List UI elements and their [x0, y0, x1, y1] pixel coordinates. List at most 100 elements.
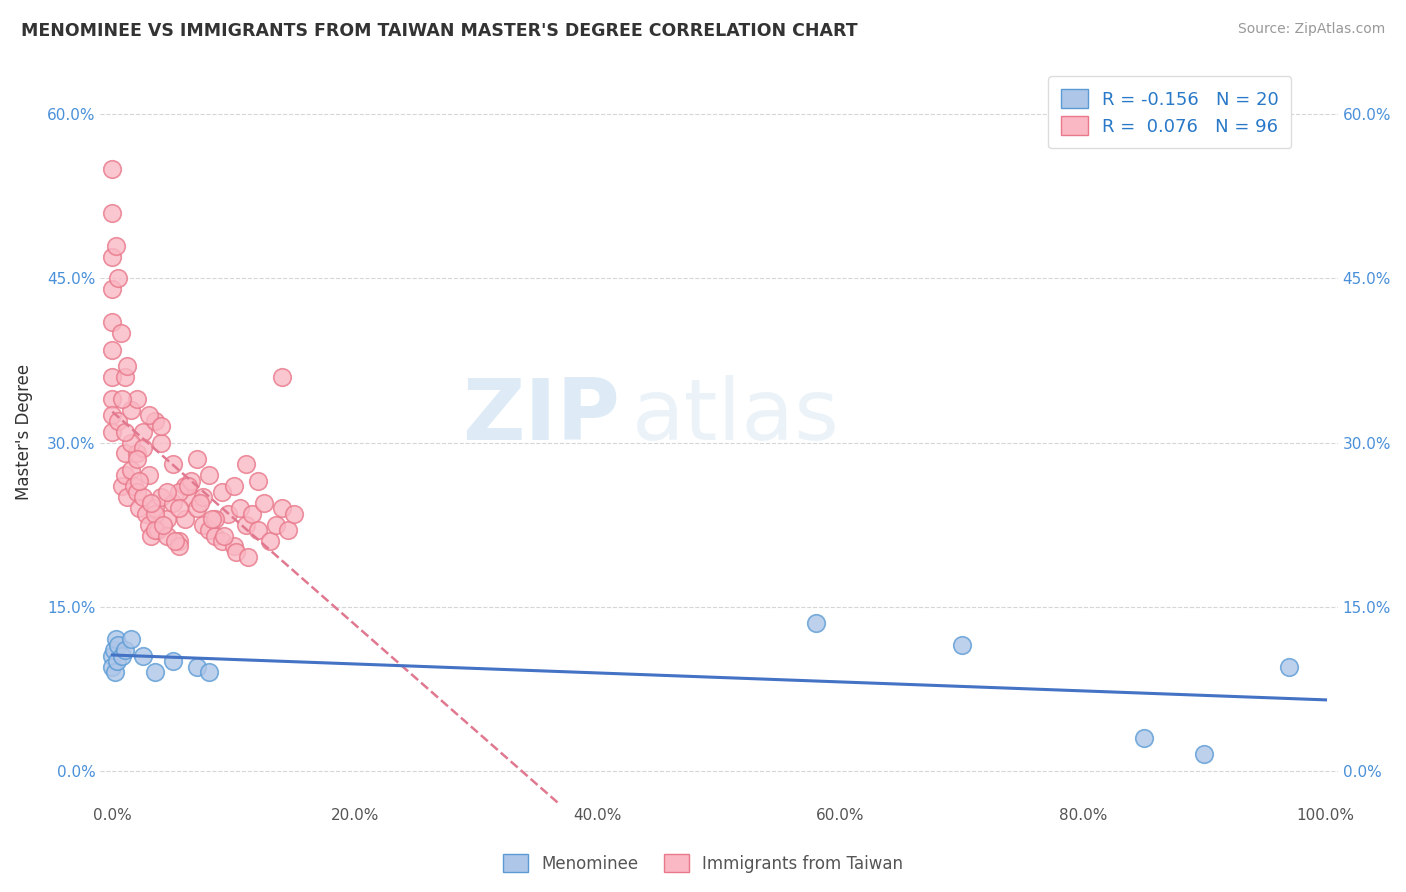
Point — [217, 507, 239, 521]
Point — [186, 452, 208, 467]
Point — [115, 490, 138, 504]
Point — [101, 660, 124, 674]
Point — [193, 490, 215, 504]
Point — [162, 496, 184, 510]
Point — [111, 392, 134, 406]
Point — [235, 517, 257, 532]
Point — [277, 523, 299, 537]
Point — [107, 638, 129, 652]
Point — [211, 484, 233, 499]
Text: ZIP: ZIP — [463, 376, 620, 458]
Point — [128, 474, 150, 488]
Point — [167, 540, 190, 554]
Point — [114, 643, 136, 657]
Point — [804, 616, 827, 631]
Point — [101, 370, 124, 384]
Point — [101, 206, 124, 220]
Point — [204, 528, 226, 542]
Point — [105, 238, 128, 252]
Point — [143, 665, 166, 680]
Point — [111, 648, 134, 663]
Legend: R = -0.156   N = 20, R =  0.076   N = 96: R = -0.156 N = 20, R = 0.076 N = 96 — [1047, 76, 1292, 148]
Point — [235, 458, 257, 472]
Point — [143, 414, 166, 428]
Point — [143, 523, 166, 537]
Point — [103, 643, 125, 657]
Point — [1278, 660, 1301, 674]
Point — [149, 435, 172, 450]
Point — [211, 534, 233, 549]
Point — [120, 402, 142, 417]
Point — [193, 517, 215, 532]
Point — [225, 545, 247, 559]
Point — [101, 648, 124, 663]
Point — [114, 370, 136, 384]
Point — [283, 507, 305, 521]
Point — [162, 654, 184, 668]
Point — [229, 501, 252, 516]
Text: Source: ZipAtlas.com: Source: ZipAtlas.com — [1237, 22, 1385, 37]
Y-axis label: Master's Degree: Master's Degree — [15, 364, 32, 500]
Point — [174, 512, 197, 526]
Point — [105, 654, 128, 668]
Point — [167, 501, 190, 516]
Point — [180, 490, 202, 504]
Point — [107, 271, 129, 285]
Point — [120, 435, 142, 450]
Point — [156, 528, 179, 542]
Point — [180, 474, 202, 488]
Point — [138, 517, 160, 532]
Point — [143, 501, 166, 516]
Text: atlas: atlas — [633, 376, 841, 458]
Point — [143, 507, 166, 521]
Point — [101, 425, 124, 439]
Point — [176, 479, 198, 493]
Point — [246, 474, 269, 488]
Point — [259, 534, 281, 549]
Point — [1192, 747, 1215, 762]
Point — [101, 282, 124, 296]
Point — [101, 343, 124, 357]
Point — [186, 660, 208, 674]
Point — [125, 392, 148, 406]
Point — [156, 484, 179, 499]
Point — [174, 479, 197, 493]
Point — [114, 446, 136, 460]
Point — [188, 496, 211, 510]
Point — [152, 517, 174, 532]
Point — [115, 359, 138, 373]
Legend: Menominee, Immigrants from Taiwan: Menominee, Immigrants from Taiwan — [496, 847, 910, 880]
Point — [101, 161, 124, 176]
Point — [204, 512, 226, 526]
Point — [132, 425, 155, 439]
Point — [107, 414, 129, 428]
Point — [101, 250, 124, 264]
Point — [148, 523, 170, 537]
Point — [253, 496, 276, 510]
Point — [198, 523, 221, 537]
Point — [167, 484, 190, 499]
Point — [165, 534, 187, 549]
Point — [125, 446, 148, 460]
Point — [198, 468, 221, 483]
Point — [105, 632, 128, 647]
Point — [141, 496, 163, 510]
Point — [198, 665, 221, 680]
Point — [141, 528, 163, 542]
Point — [138, 468, 160, 483]
Point — [125, 484, 148, 499]
Point — [271, 501, 294, 516]
Point — [120, 632, 142, 647]
Point — [212, 528, 235, 542]
Point — [114, 425, 136, 439]
Point — [101, 408, 124, 422]
Point — [156, 512, 179, 526]
Point — [110, 326, 132, 340]
Point — [101, 315, 124, 329]
Point — [1132, 731, 1154, 745]
Point — [120, 463, 142, 477]
Text: MENOMINEE VS IMMIGRANTS FROM TAIWAN MASTER'S DEGREE CORRELATION CHART: MENOMINEE VS IMMIGRANTS FROM TAIWAN MAST… — [21, 22, 858, 40]
Point — [149, 490, 172, 504]
Point — [167, 534, 190, 549]
Point — [238, 550, 260, 565]
